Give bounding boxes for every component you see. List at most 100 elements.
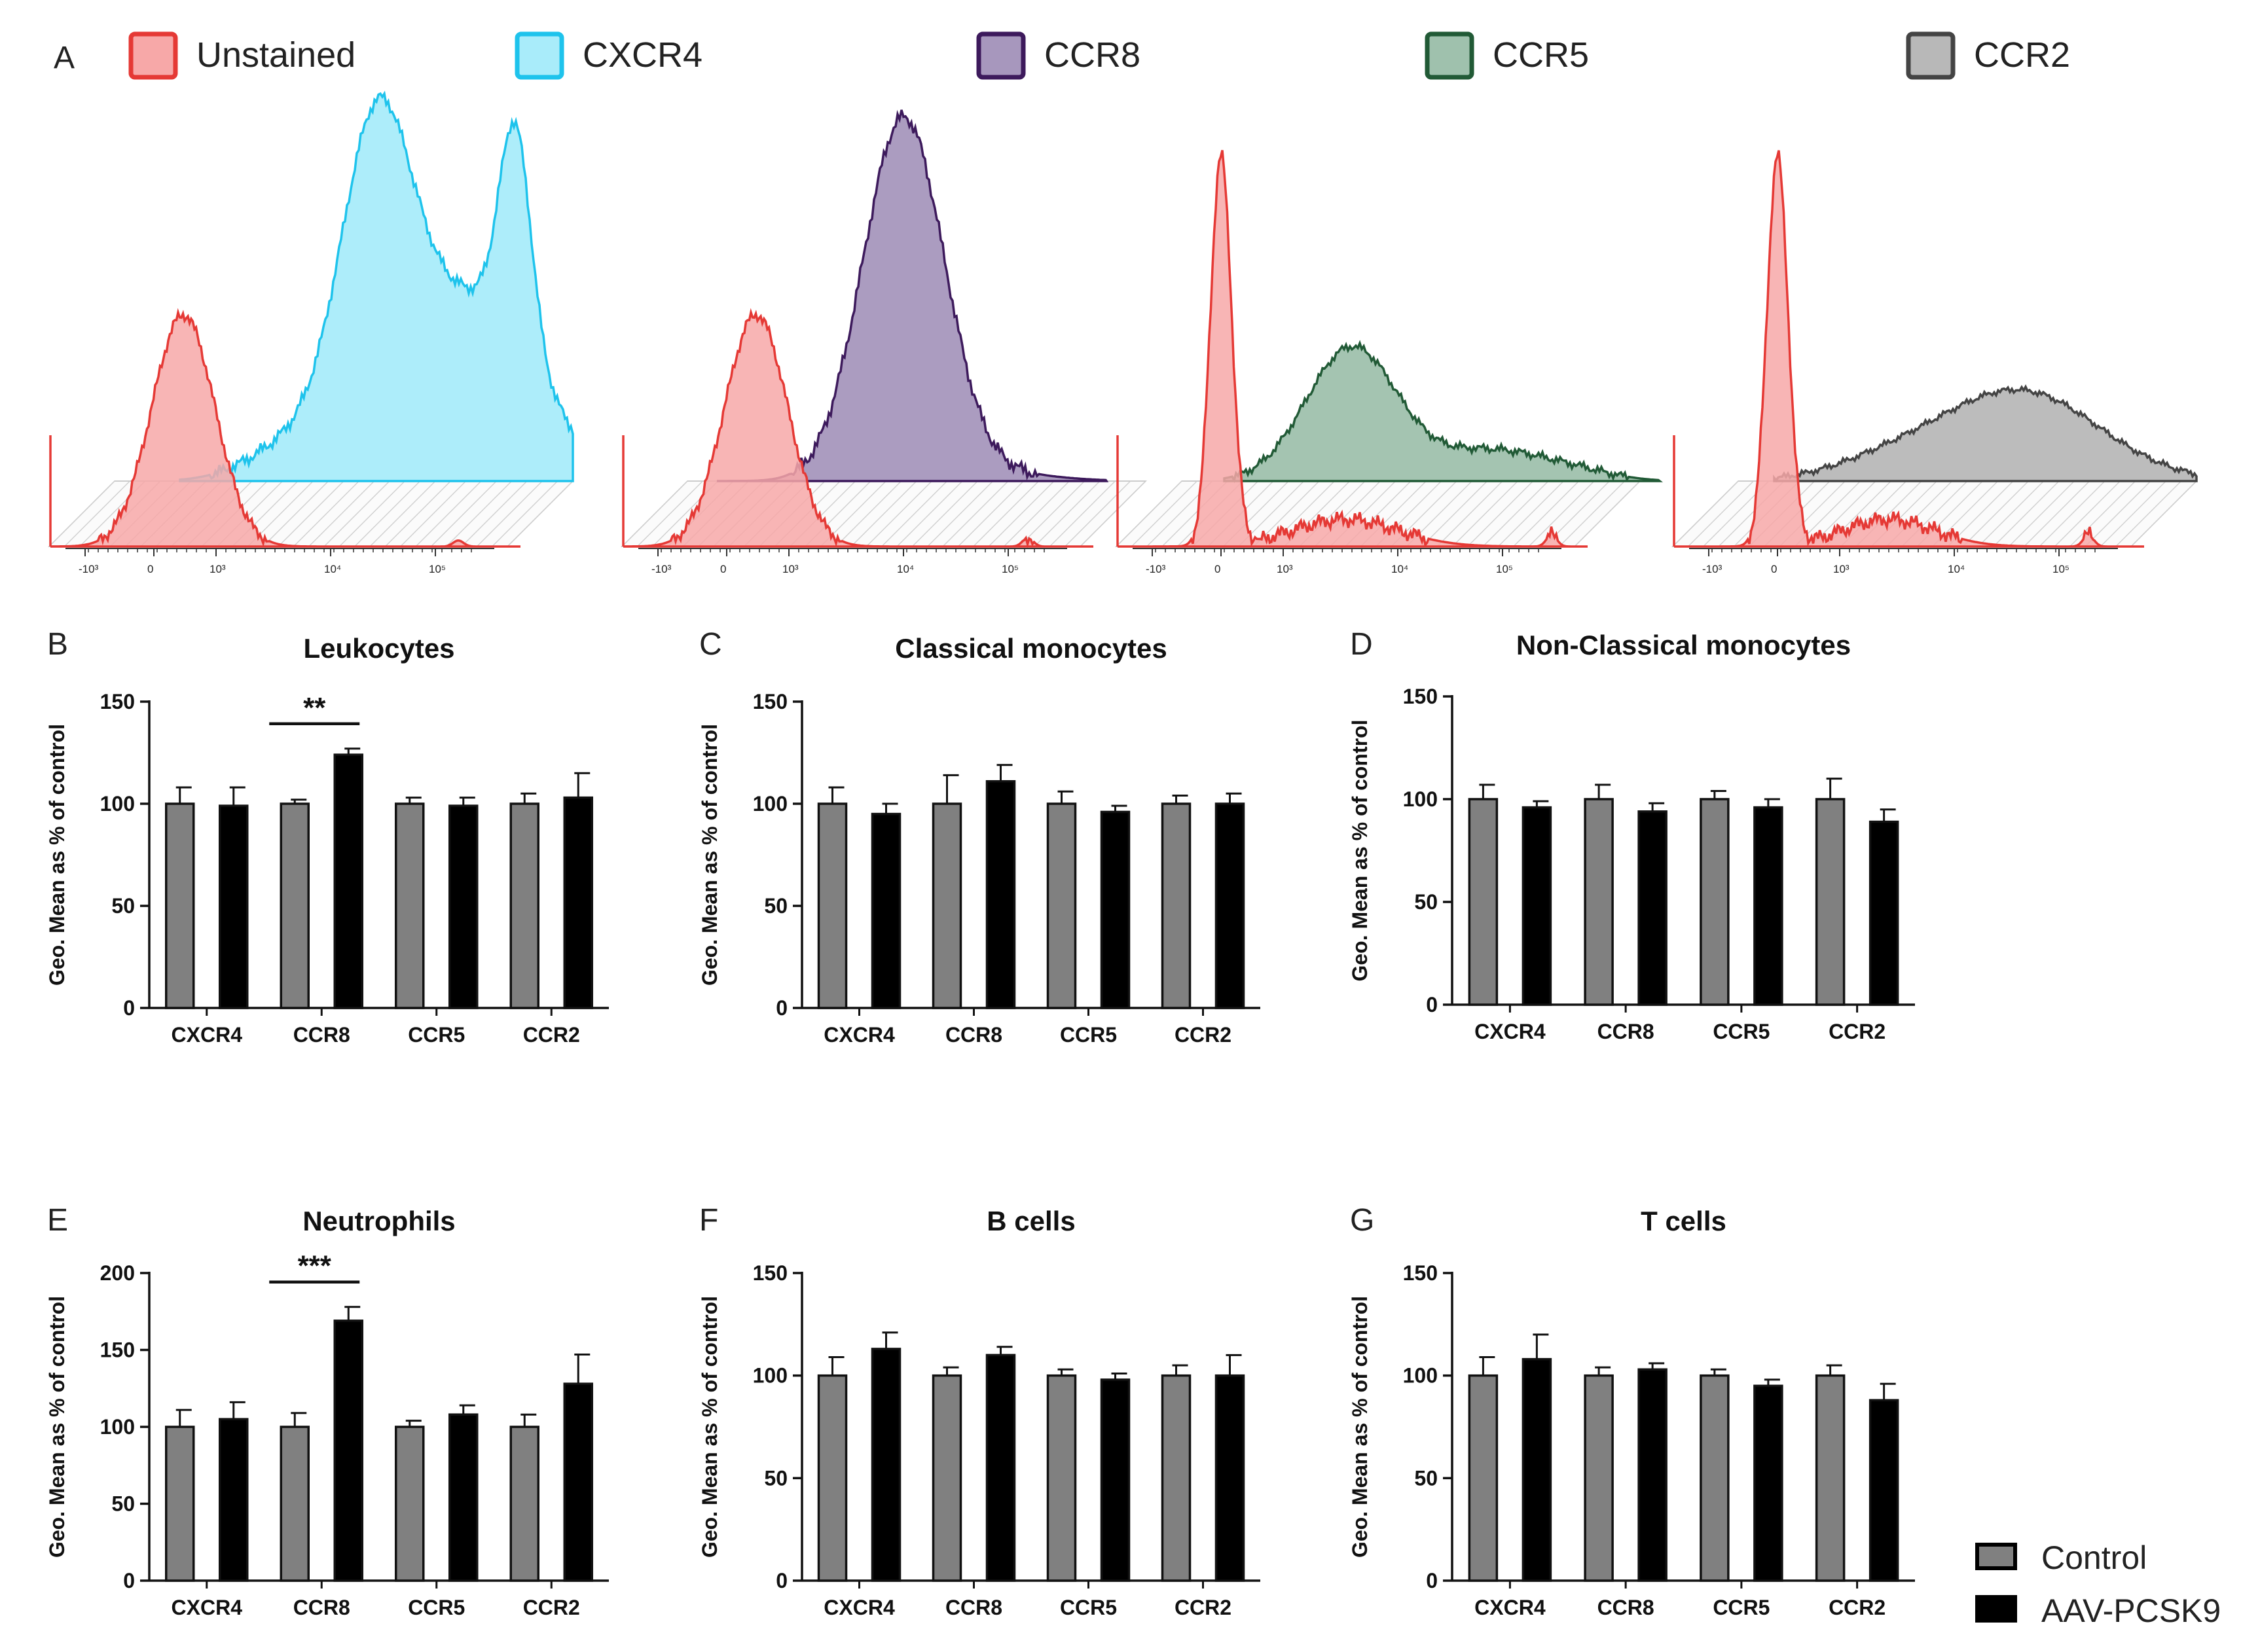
histogram-grid-line — [2115, 480, 2182, 547]
x-category-label: CCR2 — [523, 1596, 580, 1619]
bar-control-ccr5 — [395, 802, 425, 1009]
y-tick-label: 0 — [776, 996, 788, 1020]
histogram-grid-line — [2085, 480, 2151, 547]
panel-letter: C — [699, 627, 722, 662]
bar-control-cxcr4 — [165, 802, 195, 1009]
legend-swatch-unstained — [128, 31, 178, 80]
bar-treated-ccr5 — [448, 804, 479, 1009]
histogram-x-tick-label: 10⁵ — [1496, 563, 1513, 575]
chart-title: Classical monocytes — [895, 633, 1167, 664]
bar-control-ccr2 — [1815, 798, 1846, 1006]
histogram-grid-line — [2069, 480, 2136, 547]
x-category-label: CCR2 — [1829, 1020, 1886, 1043]
histogram-x-tick-label: 0 — [1214, 563, 1220, 575]
histogram-grid-line — [1513, 480, 1580, 547]
chart-e: E Neutrophils Geo. Mean as % of control 0 50… — [45, 1203, 609, 1619]
y-tick-label: 150 — [1403, 1261, 1438, 1285]
histogram-grid-line — [1436, 480, 1503, 547]
significance-label: *** — [298, 1250, 332, 1282]
histogram-stained-ccr5 — [1223, 340, 1663, 483]
bar-treated-ccr8 — [985, 1354, 1016, 1582]
histogram-grid-line — [354, 480, 421, 547]
legend-label-cxcr4: CXCR4 — [583, 35, 702, 75]
histogram-grid-line — [973, 480, 1040, 547]
chart-c: C Classical monocytes Geo. Mean as % of co… — [698, 627, 1260, 1047]
control-legend-label: Control — [2041, 1539, 2147, 1576]
chart-title: T cells — [1641, 1206, 1726, 1236]
bar-control-ccr8 — [932, 802, 962, 1009]
histogram-x-tick-label: 10⁴ — [324, 563, 341, 575]
bar-control-ccr8 — [932, 1374, 962, 1582]
x-category-label: CXCR4 — [824, 1023, 895, 1047]
chart-title: Neutrophils — [302, 1206, 455, 1236]
legend-label-ccr8: CCR8 — [1044, 35, 1140, 75]
y-tick-label: 100 — [100, 792, 135, 816]
y-tick-label: 50 — [1414, 890, 1438, 914]
histogram-grid-line — [1421, 480, 1488, 547]
bar-control-ccr8 — [280, 802, 310, 1009]
y-tick-label: 0 — [123, 996, 135, 1020]
y-tick-label: 150 — [100, 1338, 135, 1362]
bar-control-ccr5 — [1700, 1374, 1730, 1582]
histogram-grid-line — [263, 480, 329, 547]
x-category-label: CXCR4 — [1474, 1596, 1546, 1619]
bar-control-ccr2 — [509, 802, 539, 1009]
bar-treated-ccr5 — [1100, 810, 1131, 1009]
bar-control-ccr2 — [1161, 802, 1192, 1009]
histogram-grid-line — [384, 480, 451, 547]
y-tick-label: 100 — [1403, 1364, 1438, 1388]
legend-swatch-ccr5 — [1425, 31, 1474, 80]
y-tick-label: 100 — [753, 792, 788, 816]
y-tick-label: 50 — [764, 1466, 788, 1490]
histogram-unstained — [1674, 150, 2144, 548]
bar-treated-ccr8 — [1637, 810, 1668, 1006]
histogram-grid-line — [1049, 480, 1116, 547]
histogram-grid-line — [293, 480, 359, 547]
histogram-legend: Unstained CXCR4 CCR8 CCR5 CCR2 — [128, 31, 2070, 80]
panel-letter: G — [1350, 1203, 1374, 1238]
bar-treated-ccr5 — [1753, 806, 1783, 1006]
histogram-grid-line — [835, 480, 902, 547]
histogram-grid-line — [866, 480, 932, 547]
x-category-label: CCR8 — [1597, 1596, 1654, 1619]
bar-control-ccr5 — [1700, 798, 1730, 1006]
histogram-ccr2: -10³ 0 10³ 10⁴ 10⁵ — [1671, 150, 2198, 575]
histogram-grid-line — [2100, 480, 2166, 547]
bar-control-cxcr4 — [165, 1426, 195, 1582]
histogram-grid-line — [400, 480, 467, 547]
x-category-label: CCR2 — [523, 1023, 580, 1047]
y-tick-label: 50 — [764, 894, 788, 918]
bar-control-cxcr4 — [1468, 798, 1499, 1006]
bar-treated-ccr5 — [1100, 1378, 1131, 1582]
histogram-x-tick-label: 10⁴ — [897, 563, 914, 575]
y-tick-label: 0 — [776, 1569, 788, 1592]
histogram-grid-line — [881, 480, 948, 547]
histogram-grid-line — [1467, 480, 1534, 547]
chart-title: B cells — [987, 1206, 1075, 1236]
histogram-x-tick-label: -10³ — [79, 563, 99, 575]
y-tick-label: 50 — [111, 1492, 135, 1516]
x-category-label: CCR5 — [1060, 1023, 1117, 1047]
histogram-cxcr4: -10³ 0 10³ 10⁴ 10⁵ — [48, 90, 574, 575]
histogram-grid-line — [1962, 480, 2029, 547]
bar-charts: B Leukocytes Geo. Mean as % of control 0 50 1… — [45, 627, 1915, 1619]
histogram-grid-line — [636, 480, 703, 547]
histogram-grid-line — [1065, 480, 1131, 547]
histogram-grid-line — [461, 480, 528, 547]
y-axis-label: Geo. Mean as % of control — [45, 1296, 69, 1558]
histogram-grid-line — [1080, 480, 1146, 547]
histogram-x-tick-label: 10⁴ — [1948, 563, 1965, 575]
histogram-x-tick-label: 10³ — [210, 563, 226, 575]
x-category-label: CCR2 — [1829, 1596, 1886, 1619]
histogram-x-tick-label: -10³ — [1702, 563, 1722, 575]
bar-treated-cxcr4 — [871, 812, 902, 1009]
x-category-label: CXCR4 — [172, 1023, 243, 1047]
chart-d: D Non-Classical monocytes Geo. Mean as % o… — [1348, 627, 1915, 1043]
bar-treated-ccr8 — [333, 1320, 363, 1582]
histogram-grid-line — [2008, 480, 2075, 547]
y-axis-label: Geo. Mean as % of control — [1348, 1296, 1372, 1558]
histogram-x-tick-label: 10³ — [1277, 563, 1293, 575]
histogram-grid-line — [2039, 480, 2105, 547]
histogram-grid-line — [415, 480, 482, 547]
